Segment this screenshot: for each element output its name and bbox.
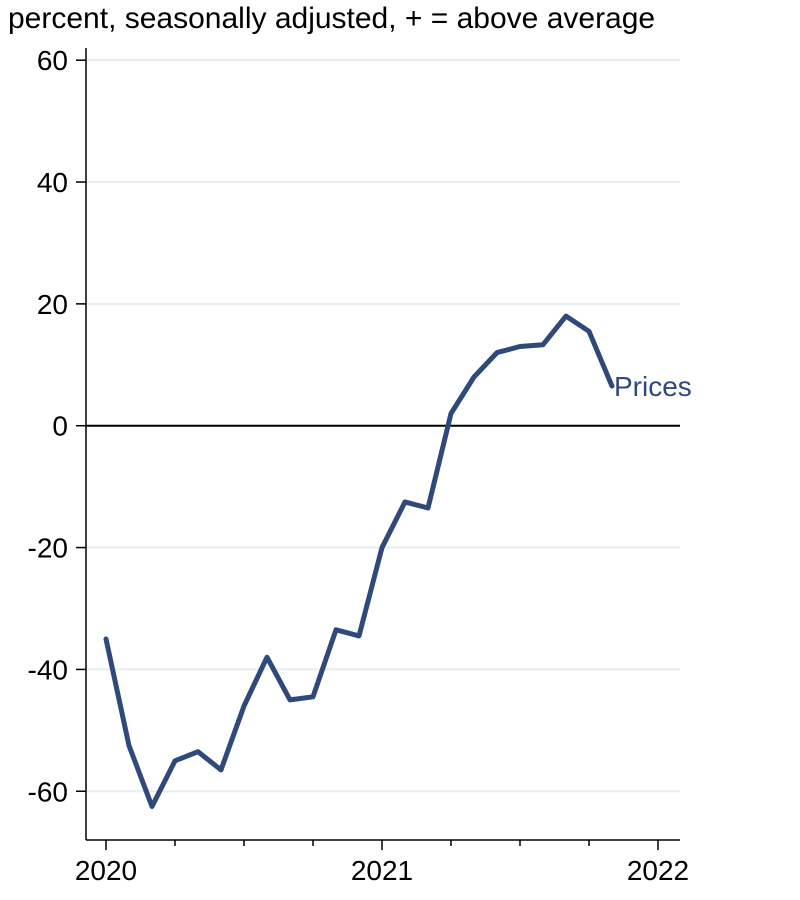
x-axis-ticks: 2020 2021 2022 — [75, 840, 689, 886]
x-tick-label: 2020 — [75, 855, 137, 886]
y-tick-label: 60 — [37, 45, 68, 76]
y-tick-label: 40 — [37, 167, 68, 198]
y-tick-label: -20 — [28, 533, 68, 564]
series-line-prices — [103, 313, 615, 809]
y-tick-label: 20 — [37, 289, 68, 320]
y-tick-label: 0 — [52, 411, 68, 442]
series-label-prices: Prices — [614, 371, 692, 402]
series-layer: Prices — [103, 313, 692, 809]
chart-subtitle: percent, seasonally adjusted, + = above … — [8, 2, 656, 35]
y-tick-label: -40 — [28, 654, 68, 685]
x-tick-label: 2022 — [627, 855, 689, 886]
y-tick-label: -60 — [28, 776, 68, 807]
x-tick-label: 2021 — [351, 855, 413, 886]
y-axis-ticks: 60 40 20 0 -20 -40 -60 — [28, 45, 86, 807]
axes — [85, 48, 680, 841]
